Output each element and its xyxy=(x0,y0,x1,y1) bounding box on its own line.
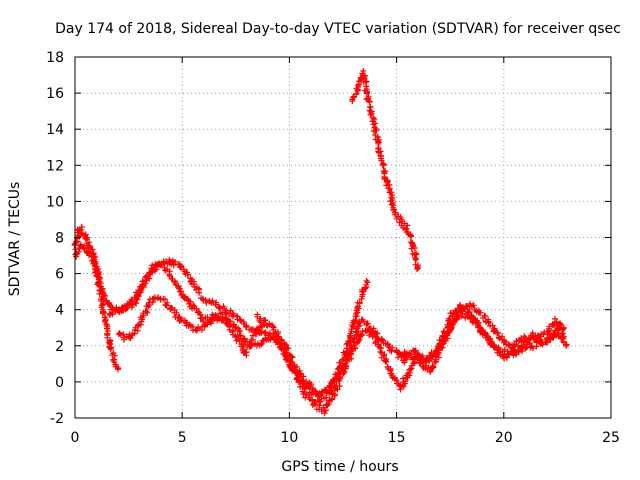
series-track-f xyxy=(106,260,267,359)
y-tick-label: 2 xyxy=(55,339,64,355)
data-series xyxy=(71,68,570,417)
x-tick-label: 15 xyxy=(388,430,406,446)
y-tick-label: 4 xyxy=(55,303,64,319)
axis-ticks: 0 5 10 15 20 25 -2 0 2 4 6 8 10 12 14 16 18 xyxy=(46,50,620,446)
y-tick-label: 10 xyxy=(46,194,64,210)
y-axis-label: SDTVAR / TECUs xyxy=(7,182,23,297)
data-point-markers xyxy=(393,310,570,375)
y-tick-label: 0 xyxy=(55,375,64,391)
y-tick-label: 16 xyxy=(46,86,64,102)
x-tick-label: 5 xyxy=(178,430,187,446)
series-track-g xyxy=(393,310,570,375)
grid-lines xyxy=(75,57,611,418)
data-point-markers xyxy=(115,294,567,417)
x-tick-label: 0 xyxy=(71,430,80,446)
series-track-e xyxy=(349,68,422,272)
y-tick-label: 8 xyxy=(55,231,64,247)
series-track-c xyxy=(115,294,567,417)
x-tick-label: 10 xyxy=(280,430,298,446)
x-tick-label: 25 xyxy=(602,430,620,446)
data-point-markers xyxy=(349,68,422,272)
chart-title: Day 174 of 2018, Sidereal Day-to-day VTE… xyxy=(55,21,621,37)
data-point-markers xyxy=(106,260,267,359)
y-tick-label: -2 xyxy=(50,411,64,427)
series-track-d xyxy=(254,277,371,405)
y-tick-label: 18 xyxy=(46,50,64,66)
x-axis-label: GPS time / hours xyxy=(281,459,398,475)
y-tick-label: 12 xyxy=(46,158,64,174)
data-point-markers xyxy=(254,277,371,405)
x-tick-label: 20 xyxy=(495,430,513,446)
y-tick-label: 14 xyxy=(46,122,64,138)
y-tick-label: 6 xyxy=(55,267,64,283)
